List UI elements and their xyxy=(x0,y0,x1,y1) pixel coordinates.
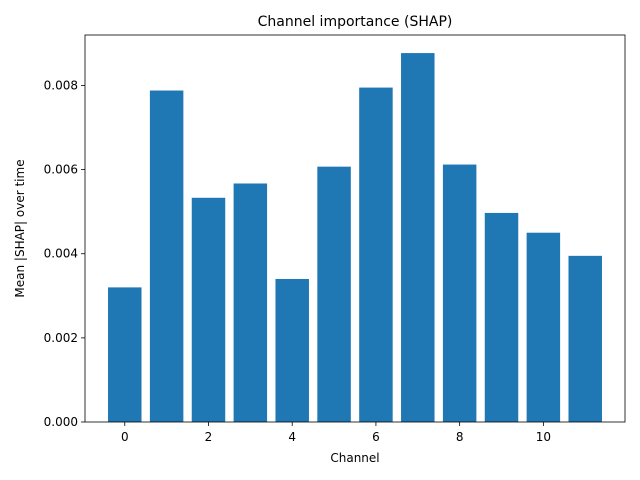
y-tick-label: 0.004 xyxy=(44,247,78,261)
y-tick-label: 0.008 xyxy=(44,78,78,92)
bar-channel-3 xyxy=(233,183,268,422)
bar-channel-9 xyxy=(484,212,519,422)
x-tick-label: 10 xyxy=(536,430,551,444)
bar-channel-2 xyxy=(191,197,226,422)
x-axis-label: Channel xyxy=(330,451,379,465)
y-tick-label: 0.002 xyxy=(44,331,78,345)
y-axis: 0.000 0.002 0.004 0.006 0.008 xyxy=(44,78,85,429)
y-axis-label: Mean |SHAP| over time xyxy=(13,159,27,297)
bar-channel-4 xyxy=(275,278,309,422)
bar-channel-10 xyxy=(526,232,561,422)
x-tick-label: 4 xyxy=(288,430,296,444)
chart-title: Channel importance (SHAP) xyxy=(258,14,453,30)
bar-channel-11 xyxy=(568,255,602,422)
bar-channel-8 xyxy=(442,164,477,423)
bar-channel-5 xyxy=(317,166,351,422)
x-axis: 0 2 4 6 8 10 xyxy=(121,422,551,444)
y-tick-label: 0.000 xyxy=(44,415,78,429)
x-tick-label: 6 xyxy=(372,430,380,444)
plot-frame xyxy=(84,34,626,423)
bar-channel-1 xyxy=(149,90,184,422)
bars-group xyxy=(108,53,602,423)
bar-channel-0 xyxy=(108,287,142,422)
bar-channel-6 xyxy=(359,87,393,423)
bar-channel-7 xyxy=(401,53,435,422)
x-tick-label: 2 xyxy=(205,430,213,444)
x-tick-label: 0 xyxy=(121,430,129,444)
y-tick-label: 0.006 xyxy=(44,163,78,177)
x-tick-label: 8 xyxy=(456,430,464,444)
